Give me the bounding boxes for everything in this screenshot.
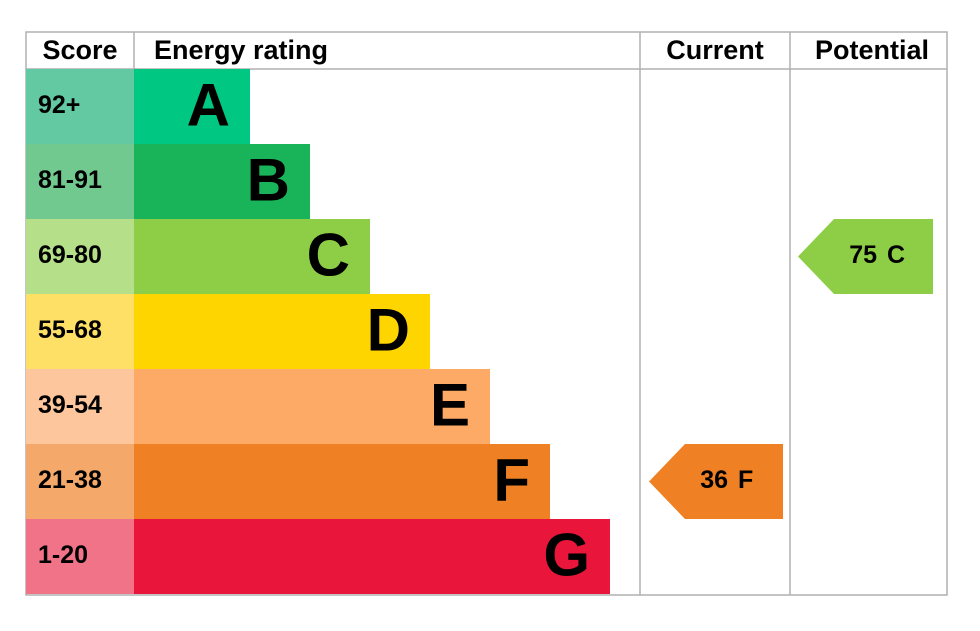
rating-bar	[134, 219, 370, 294]
score-label: 92+	[38, 91, 80, 119]
current-arrow	[649, 444, 783, 519]
score-cell	[26, 69, 134, 144]
score-label: 69-80	[38, 241, 102, 269]
rating-bar	[134, 519, 610, 594]
rating-bar	[134, 444, 550, 519]
rating-bar	[134, 144, 310, 219]
rating-letter: C	[307, 221, 350, 288]
potential-letter: C	[887, 241, 905, 269]
rating-bar	[134, 369, 490, 444]
score-label: 21-38	[38, 466, 102, 494]
score-cell	[26, 444, 134, 519]
current-letter: F	[738, 466, 753, 494]
rating-letter: A	[187, 71, 230, 138]
score-cell	[26, 144, 134, 219]
rating-letter: F	[493, 446, 530, 513]
score-cell	[26, 369, 134, 444]
header-rating: Energy rating	[154, 35, 328, 65]
rating-letter: E	[430, 371, 470, 438]
current-value: 36	[700, 466, 728, 494]
potential-value: 75	[849, 241, 877, 269]
header-current: Current	[666, 35, 764, 65]
score-label: 55-68	[38, 316, 102, 344]
score-cell	[26, 294, 134, 369]
score-label: 81-91	[38, 166, 102, 194]
score-cell	[26, 519, 134, 594]
header-potential: Potential	[815, 35, 929, 65]
score-label: 39-54	[38, 391, 102, 419]
rating-bar	[134, 294, 430, 369]
rating-letter: D	[367, 296, 410, 363]
header-score: Score	[42, 35, 117, 65]
potential-arrow	[798, 219, 933, 294]
score-cell	[26, 219, 134, 294]
rating-letter: B	[247, 146, 290, 213]
rating-letter: G	[543, 521, 590, 588]
score-label: 1-20	[38, 541, 88, 569]
rating-bar	[134, 69, 250, 144]
